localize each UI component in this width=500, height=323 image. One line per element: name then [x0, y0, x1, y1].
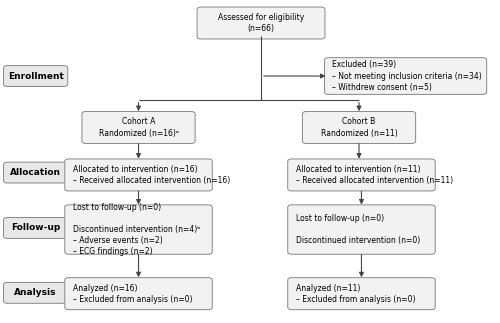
Text: Excluded (n=39)
– Not meeting inclusion criteria (n=34)
– Withdrew consent (n=5): Excluded (n=39) – Not meeting inclusion …	[332, 60, 482, 92]
FancyBboxPatch shape	[65, 205, 212, 254]
Text: Follow-up: Follow-up	[11, 224, 60, 233]
Text: Lost to follow-up (n=0)

Discontinued intervention (n=4)ᵇ
– Adverse events (n=2): Lost to follow-up (n=0) Discontinued int…	[72, 203, 200, 256]
FancyBboxPatch shape	[4, 162, 68, 183]
FancyBboxPatch shape	[324, 58, 486, 94]
Text: Analyzed (n=11)
– Excluded from analysis (n=0): Analyzed (n=11) – Excluded from analysis…	[296, 284, 415, 304]
Text: Allocated to intervention (n=16)
– Received allocated intervention (n=16): Allocated to intervention (n=16) – Recei…	[72, 165, 230, 185]
Text: Enrollment: Enrollment	[8, 71, 64, 80]
Text: Lost to follow-up (n=0)

Discontinued intervention (n=0): Lost to follow-up (n=0) Discontinued int…	[296, 214, 420, 245]
Text: Analysis: Analysis	[14, 288, 57, 297]
Text: Cohort A
Randomized (n=16)ᵃ: Cohort A Randomized (n=16)ᵃ	[98, 118, 178, 138]
FancyBboxPatch shape	[65, 278, 212, 310]
Text: Allocation: Allocation	[10, 168, 61, 177]
FancyBboxPatch shape	[4, 282, 68, 303]
FancyBboxPatch shape	[288, 159, 435, 191]
FancyBboxPatch shape	[302, 111, 416, 143]
FancyBboxPatch shape	[4, 217, 68, 238]
FancyBboxPatch shape	[288, 278, 435, 310]
FancyBboxPatch shape	[82, 111, 195, 143]
FancyBboxPatch shape	[65, 159, 212, 191]
Text: Assessed for eligibility
(n=66): Assessed for eligibility (n=66)	[218, 13, 304, 33]
FancyBboxPatch shape	[288, 205, 435, 254]
Text: Allocated to intervention (n=11)
– Received allocated intervention (n=11): Allocated to intervention (n=11) – Recei…	[296, 165, 452, 185]
FancyBboxPatch shape	[4, 66, 68, 87]
Text: Cohort B
Randomized (n=11): Cohort B Randomized (n=11)	[320, 118, 398, 138]
Text: Analyzed (n=16)
– Excluded from analysis (n=0): Analyzed (n=16) – Excluded from analysis…	[72, 284, 192, 304]
FancyBboxPatch shape	[197, 7, 325, 39]
